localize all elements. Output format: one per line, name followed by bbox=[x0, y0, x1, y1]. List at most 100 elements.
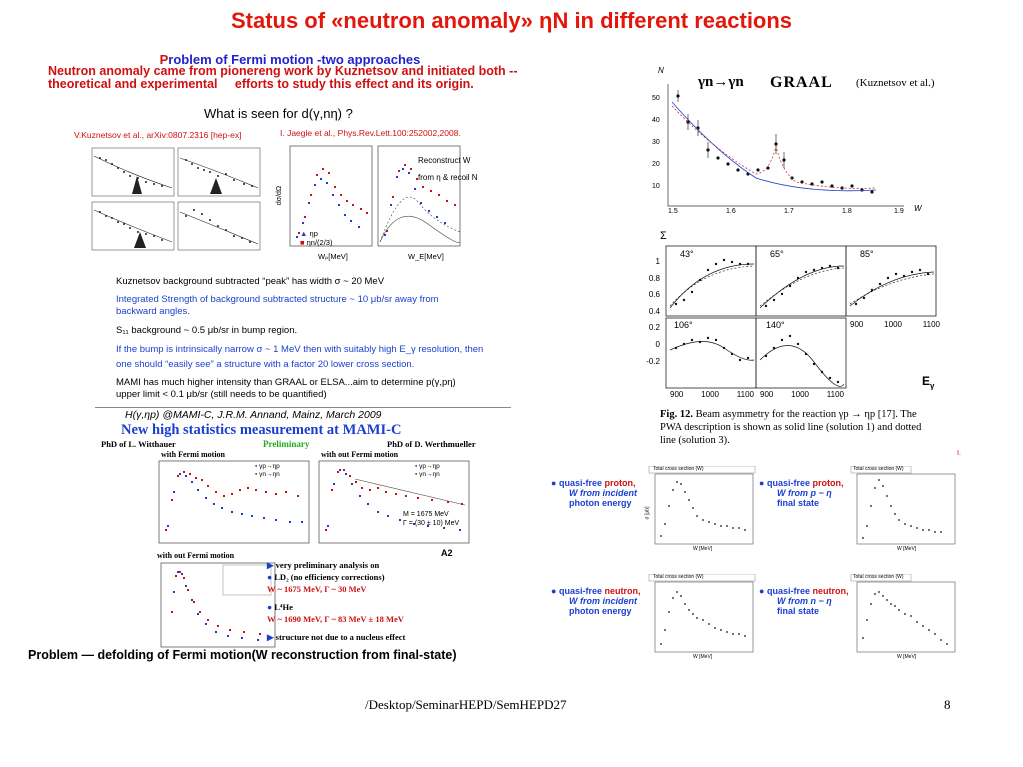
sigma-xtick-b1: 900 bbox=[760, 390, 774, 399]
sigma-ytick-m02: -0.2 bbox=[646, 356, 660, 366]
bullet-1: very preliminary analysis on bbox=[275, 560, 380, 570]
intro-line-2: theoretical and experimental efforts to … bbox=[48, 77, 474, 91]
phd-witthauer: PhD of L. Witthauer bbox=[101, 439, 176, 449]
graal-y-axis-label: N bbox=[658, 66, 664, 75]
bullet-6: structure not due to a nucleus effect bbox=[275, 632, 406, 642]
reconstruct-label-1: Reconstruct W bbox=[418, 156, 471, 165]
qf-plot-4 bbox=[850, 574, 956, 653]
graal-panel: γn→γn GRAAL (Kuznetsov et al.) N 50 40 3… bbox=[648, 62, 978, 222]
mami-panel: H(γ,ηp) @MAMI-C, J.R.M. Annand, Mainz, M… bbox=[95, 407, 515, 652]
mami-legend-n-right: γn→ηn bbox=[419, 471, 440, 478]
subtitle-initial: P bbox=[159, 52, 169, 67]
egamma-sub: γ bbox=[930, 381, 935, 391]
mami-legend-top-right: ▪ γp→ηp ▪ γn→ηn bbox=[415, 463, 440, 478]
graal-ytick-10: 10 bbox=[652, 183, 660, 190]
qf-y-label: σ [μb] bbox=[644, 506, 651, 520]
mami-rule bbox=[95, 407, 511, 408]
graal-xtick-1: 1.5 bbox=[668, 208, 678, 215]
angle-85: 85° bbox=[860, 249, 874, 259]
qf-row2-right-label: ● quasi-free neutron, W from n − η final… bbox=[759, 586, 849, 616]
graal-reaction: γn→γn bbox=[698, 74, 744, 90]
note-5: MAMI has much higher intensity than GRAA… bbox=[116, 377, 456, 388]
graal-xtick-5: 1.9 bbox=[894, 208, 904, 215]
sigma-xtick-b3: 1100 bbox=[826, 390, 844, 399]
kuznetsov-heading: What is seen for d(γ,nη) ? bbox=[204, 106, 353, 121]
sigma-xtick-a1: 900 bbox=[670, 390, 684, 399]
fig12-line-2: PWA description is shown as solid line (… bbox=[660, 422, 922, 433]
without-fermi-label-2: with out Fermi motion bbox=[157, 551, 235, 560]
jaegle-plots bbox=[289, 145, 461, 247]
phd-werthmueller: PhD of D. Werthmueller bbox=[387, 439, 476, 449]
angle-140: 140° bbox=[766, 320, 785, 330]
sigma-ytick-08: 0.8 bbox=[648, 273, 660, 283]
jaegle-y-label: dσ/dΩ bbox=[276, 185, 284, 206]
qf-row1-right-label: ● quasi-free proton, W from p − η final … bbox=[759, 478, 844, 508]
sigma-symbol: Σ bbox=[660, 230, 667, 242]
fig12-bold: Fig. 12. bbox=[660, 409, 693, 420]
mami-caption: H(γ,ηp) @MAMI-C, J.R.M. Annand, Mainz, M… bbox=[125, 409, 382, 421]
graal-plot bbox=[667, 84, 904, 207]
page-number: 8 bbox=[944, 697, 951, 712]
mami-bullets: ▶ very preliminary analysis on ● LD₂ (no… bbox=[267, 560, 406, 642]
note-2b: backward angles. bbox=[116, 306, 190, 317]
graal-xtick-2: 1.6 bbox=[726, 208, 736, 215]
note-2: Integrated Strength of background subtra… bbox=[116, 294, 439, 305]
sigma-ytick-02: 0.2 bbox=[648, 323, 660, 333]
sigma-ytick-06: 0.6 bbox=[648, 290, 660, 300]
qf-r1b3: W from p − η bbox=[777, 488, 832, 498]
qf-plot-2 bbox=[850, 466, 956, 545]
qf-r2b4: final state bbox=[777, 606, 820, 616]
slide-title: Status of «neutron anomaly» ƞN in differ… bbox=[230, 8, 793, 33]
sigma-x-ticks-top-right: 900 1000 1100 bbox=[850, 320, 940, 329]
graal-ytick-50: 50 bbox=[652, 95, 660, 102]
fig12-line-3: line (solution 3). bbox=[660, 435, 730, 446]
jaegle-legend: ▲ ηp ■ ηn/(2/3) bbox=[300, 229, 333, 247]
note-4b: one should “easily see” a structure with… bbox=[116, 359, 415, 370]
fig12-caption: Fig. 12. Beam asymmetry for the reaction… bbox=[660, 408, 980, 447]
qf-plot-3 bbox=[648, 574, 756, 653]
qf-box-title-3: Total cross section (W) bbox=[653, 574, 704, 580]
problem-line: Problem — defolding of Fermi motion(W re… bbox=[28, 648, 457, 662]
graal-ytick-20: 20 bbox=[652, 161, 660, 168]
fit-label-m: M = 1675 MeV bbox=[403, 511, 449, 518]
intro-text: Neutron anomaly came from pionereng work… bbox=[48, 65, 638, 91]
mami-legend-top: ▪ γp→ηp ▪ γn→ηn bbox=[255, 463, 280, 478]
fig12-line-1: Beam asymmetry for the reaction γp → ηp … bbox=[692, 409, 917, 420]
a2-label: A2 bbox=[441, 548, 453, 558]
qf-x-label-2: W [MeV] bbox=[897, 546, 917, 552]
graal-label: GRAAL bbox=[770, 74, 833, 91]
graal-x-axis-label: W bbox=[914, 204, 922, 213]
qf-row2-left-label: ● quasi-free neutron, W from incident ph… bbox=[551, 586, 641, 616]
without-fermi-label: with out Fermi motion bbox=[321, 450, 399, 459]
bullet-3: W ~ 1675 MeV, Γ ~ 30 MeV bbox=[267, 584, 367, 594]
note-4: If the bump is intrinsically narrow σ ~ … bbox=[116, 344, 484, 355]
sigma-xtick-b2: 1000 bbox=[791, 390, 809, 399]
mami-bottom-plot bbox=[160, 562, 276, 648]
qf-r2b2: neutron, bbox=[812, 586, 849, 596]
note-1: Kuznetsov background subtracted “peak” h… bbox=[116, 276, 385, 287]
qf-r2a1: quasi-free bbox=[558, 586, 605, 596]
sigma-xtick-c1: 900 bbox=[850, 320, 864, 329]
ref-jaegle: I. Jaegle et al., Phys.Rev.Lett.100:2520… bbox=[280, 128, 461, 138]
x-label-wp: Wₚ[MeV] bbox=[318, 252, 348, 261]
ref-kuznetsov: V.Kuznetsov et al., arXiv:0807.2316 [hep… bbox=[74, 130, 242, 140]
qf-row1-left-label: ● quasi-free proton, W from incident pho… bbox=[551, 478, 637, 508]
qf-x-label-4: W [MeV] bbox=[897, 654, 917, 660]
kuznetsov-notes: Kuznetsov background subtracted “peak” h… bbox=[116, 274, 516, 402]
bullet-2: LD₂ (no efficiency corrections) bbox=[274, 572, 385, 582]
preliminary-label: Preliminary bbox=[263, 439, 310, 449]
intro-line-1: Neutron anomaly came from pionereng work… bbox=[48, 64, 518, 78]
reconstruct-label-2: from η & recoil N bbox=[418, 173, 478, 182]
qf-plot-1 bbox=[648, 466, 756, 545]
mami-top-plots bbox=[158, 460, 470, 544]
note-3: S₁₁ background ~ 0.5 μb/sr in bump regio… bbox=[116, 325, 298, 336]
legend-eta-p: ηp bbox=[309, 229, 318, 238]
qf-r1a1: quasi-free bbox=[558, 478, 605, 488]
angle-106: 106° bbox=[674, 320, 693, 330]
qf-r2a3: W from incident bbox=[569, 596, 637, 606]
egamma-label: Eγ bbox=[922, 374, 934, 390]
sigma-ytick-1: 1 bbox=[655, 257, 660, 266]
sigma-y-ticks: 1 0.8 0.6 0.4 0.2 0 -0.2 bbox=[640, 254, 660, 370]
stray-mark: I. bbox=[957, 450, 961, 457]
legend-eta-n: ηn/(2/3) bbox=[306, 238, 333, 247]
